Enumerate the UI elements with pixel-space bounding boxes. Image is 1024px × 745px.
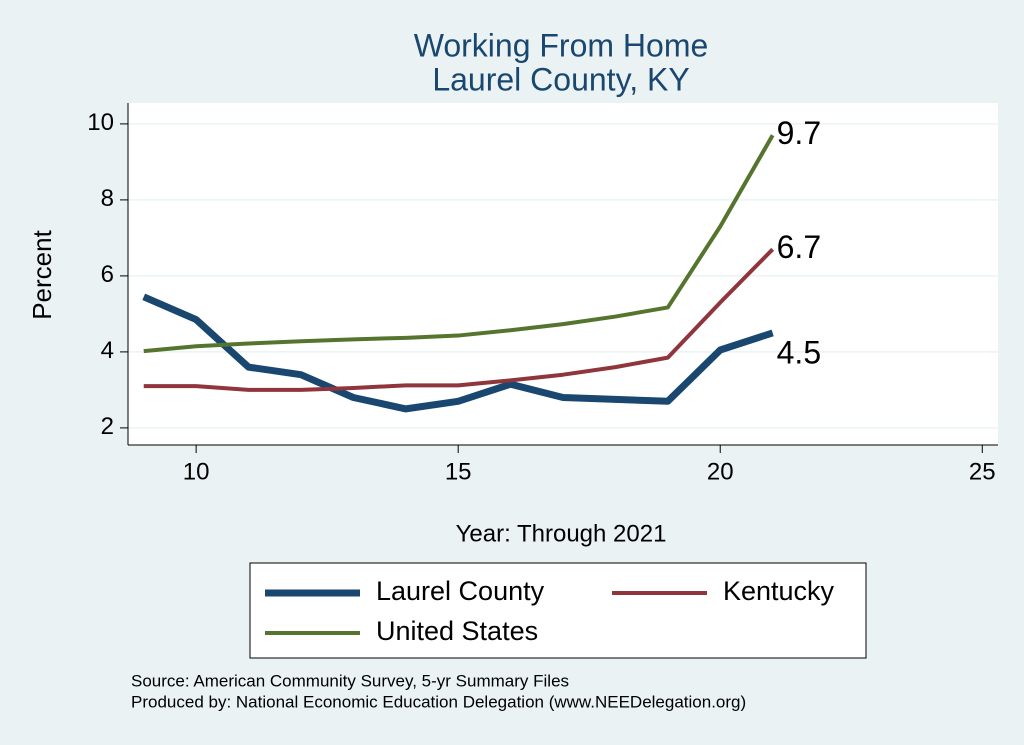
y-tick-label: 8 (101, 185, 114, 212)
legend-label: United States (376, 616, 538, 646)
end-label: 9.7 (777, 115, 821, 151)
legend-label: Laurel County (376, 576, 545, 606)
x-axis-title: Year: Through 2021 (456, 520, 667, 547)
series-line (142, 293, 774, 413)
y-tick-label: 10 (87, 109, 114, 136)
end-label: 4.5 (777, 334, 821, 370)
end-label: 6.7 (777, 229, 821, 265)
x-tick-label: 10 (183, 458, 210, 485)
x-tick-label: 15 (445, 458, 472, 485)
legend-label: Kentucky (723, 576, 835, 606)
plot-area (128, 103, 998, 445)
chart-title: Laurel County, KY (432, 61, 689, 97)
legend (249, 562, 867, 659)
y-tick-label: 2 (101, 413, 114, 440)
x-tick-label: 20 (707, 458, 734, 485)
y-tick-label: 4 (101, 337, 114, 364)
source-note: Produced by: National Economic Education… (131, 692, 746, 711)
y-tick-label: 6 (101, 261, 114, 288)
chart-title: Working From Home (414, 27, 709, 63)
series-line (143, 247, 775, 392)
y-axis-title: Percent (27, 229, 57, 319)
x-tick-label: 25 (969, 458, 996, 485)
series-line (143, 134, 775, 354)
source-note: Source: American Community Survey, 5-yr … (131, 671, 569, 690)
